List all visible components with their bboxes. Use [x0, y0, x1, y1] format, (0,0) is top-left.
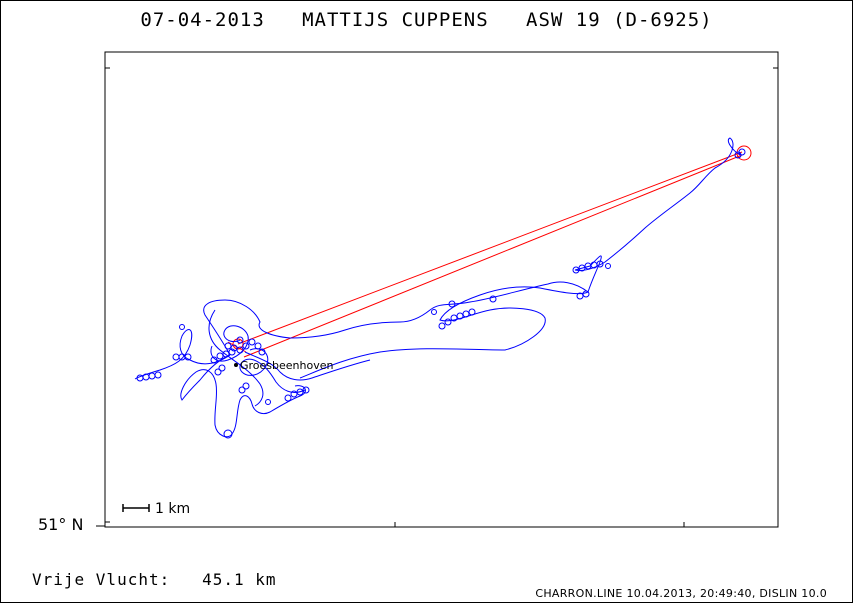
- place-label: Groesbeenhoven: [240, 359, 334, 372]
- start-marker: [232, 338, 244, 350]
- scale-bar: 1 km: [122, 501, 190, 517]
- flight-track: [134, 137, 746, 439]
- place-marker: Groesbeenhoven: [234, 359, 334, 372]
- footer-text: CHARRON.LINE 10.04.2013, 20:49:40, DISLI…: [535, 587, 827, 600]
- latitude-label: 51° N: [38, 515, 84, 534]
- flight-title: 07-04-2013 MATTIJS CUPPENS ASW 19 (D-692…: [140, 9, 713, 31]
- scale-bar-label: 1 km: [155, 501, 190, 517]
- map-border: [104, 51, 779, 528]
- distance-text: Vrije Vlucht: 45.1 km: [32, 570, 277, 589]
- thermal-circles: [136, 148, 746, 439]
- task-lines: [227, 145, 752, 358]
